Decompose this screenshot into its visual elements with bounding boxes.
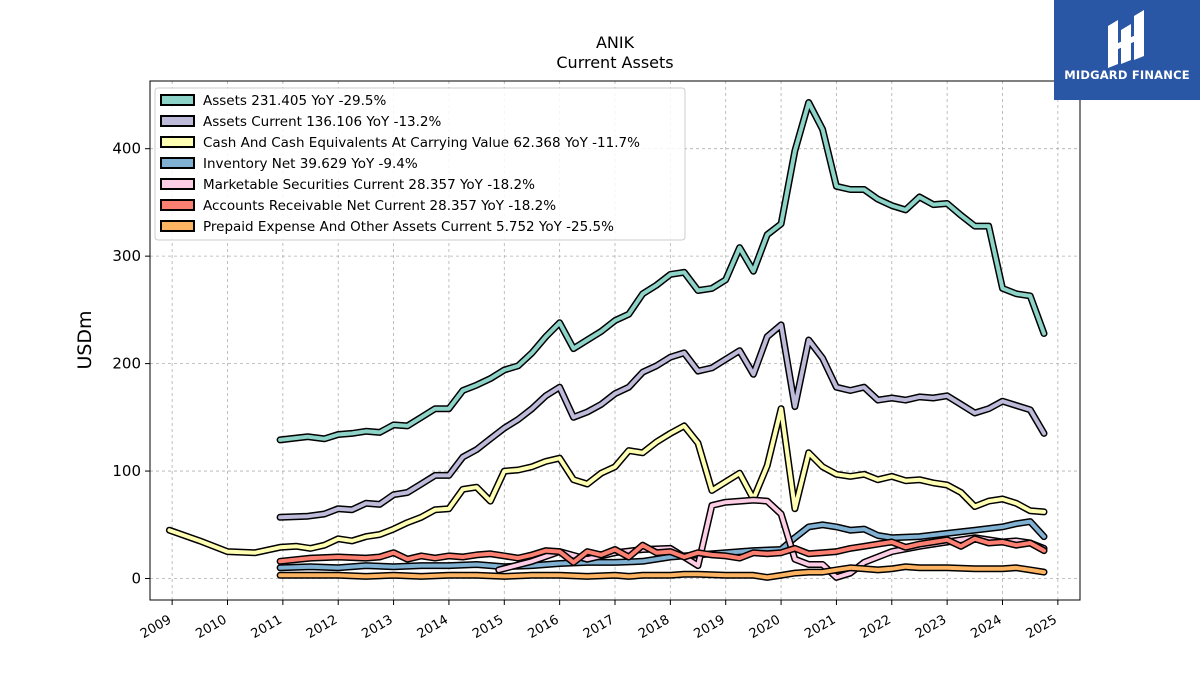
x-tick-label: 2018 [636, 612, 672, 642]
x-tick-label: 2025 [1024, 612, 1060, 642]
y-axis-label: USDm [74, 310, 96, 369]
series-line [278, 536, 1046, 565]
x-tick-label: 2019 [692, 612, 728, 642]
chart-subtitle: Current Assets [556, 53, 673, 72]
y-tick-label: 100 [112, 462, 141, 480]
legend-entry: Cash And Cash Equivalents At Carrying Va… [203, 135, 640, 151]
legend-entry: Accounts Receivable Net Current 28.357 Y… [203, 198, 556, 214]
legend-entry: Inventory Net 39.629 YoY -9.4% [203, 156, 418, 172]
x-tick-label: 2010 [193, 612, 229, 642]
y-tick-label: 300 [112, 247, 141, 265]
legend-swatch [160, 178, 195, 190]
x-tick-label: 2021 [802, 612, 838, 642]
x-tick-label: 2017 [581, 612, 617, 642]
legend-swatch [160, 94, 195, 106]
legend-entry: Marketable Securities Current 28.357 YoY… [203, 177, 535, 193]
x-tick-label: 2023 [913, 612, 949, 642]
series-0 [276, 99, 1048, 444]
y-tick-label: 0 [131, 570, 141, 588]
legend-swatch [160, 115, 195, 127]
series-2 [165, 405, 1048, 557]
series-line [167, 406, 1046, 555]
series-layer [165, 99, 1048, 581]
series-5 [276, 535, 1048, 566]
legend-entry: Assets 231.405 YoY -29.5% [203, 93, 387, 109]
midgard-logo-icon [1108, 10, 1144, 68]
series-6 [276, 563, 1048, 581]
legend-swatch [160, 220, 195, 232]
legend: Assets 231.405 YoY -29.5% Assets Current … [154, 87, 686, 241]
series-line [278, 100, 1046, 442]
x-tick-label: 2024 [968, 612, 1004, 642]
legend-swatch [160, 136, 195, 148]
y-tick-label: 400 [112, 140, 141, 158]
legend-swatch [160, 157, 195, 169]
series-1 [276, 321, 1048, 521]
legend-swatch [160, 199, 195, 211]
legend-entry: Prepaid Expense And Other Assets Current… [203, 219, 614, 235]
x-tick-label: 2009 [138, 612, 174, 642]
chart-title: ANIK [596, 33, 635, 52]
legend-entry: Assets Current 136.106 YoY -13.2% [203, 114, 442, 130]
x-tick-label: 2011 [249, 612, 285, 642]
x-axis: 2009 2010 2011 2012 2013 2014 2015 2016 2017 2018… [138, 600, 1060, 642]
x-tick-label: 2013 [359, 612, 395, 642]
legend-frame [154, 87, 686, 241]
brand-logo: MIDGARD FINANCE [1054, 0, 1200, 100]
series-3 [276, 518, 1048, 572]
x-tick-label: 2022 [858, 612, 894, 642]
series-outline [276, 321, 1048, 521]
x-tick-label: 2012 [304, 612, 340, 642]
y-tick-label: 200 [112, 355, 141, 373]
x-tick-label: 2016 [525, 612, 561, 642]
x-tick-label: 2014 [415, 612, 451, 642]
x-tick-label: 2020 [747, 612, 783, 642]
series-line [278, 322, 1046, 520]
series-line [278, 564, 1046, 580]
series-line [278, 519, 1046, 570]
brand-name: MIDGARD FINANCE [1064, 68, 1190, 82]
x-tick-label: 2015 [470, 612, 506, 642]
y-axis: 0 100 200 300 400 [112, 140, 150, 588]
